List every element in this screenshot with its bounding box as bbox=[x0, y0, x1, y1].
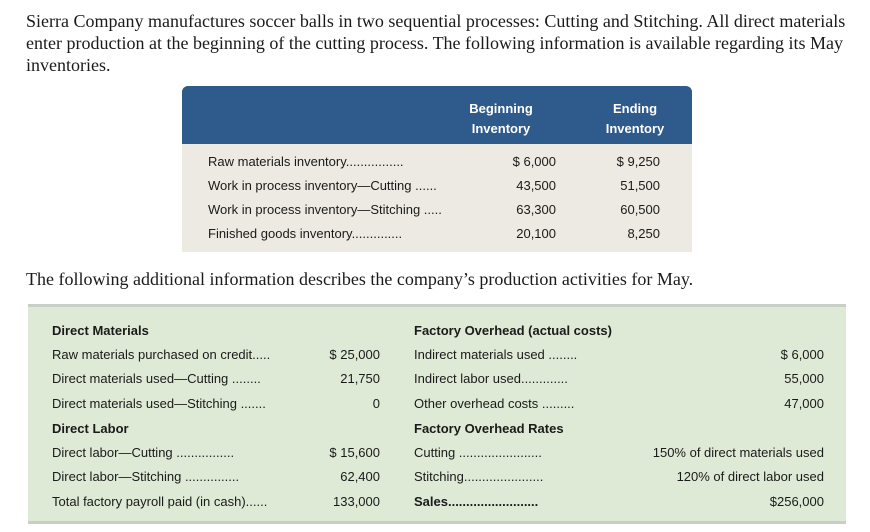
row-label: Work in process inventory—Cutting ...... bbox=[208, 178, 437, 193]
beginning-value: 20,100 bbox=[516, 226, 556, 241]
header-text: Inventory bbox=[471, 121, 531, 136]
row-label: Finished goods inventory.............. bbox=[208, 226, 403, 241]
inventory-table-header: Beginning Inventory Ending Inventory bbox=[182, 86, 692, 144]
row-value: 0 bbox=[372, 396, 380, 411]
section-heading-factory-overhead: Factory Overhead (actual costs) bbox=[414, 323, 612, 338]
inventory-table-body: Raw materials inventory................ … bbox=[182, 144, 692, 252]
row-label: Total factory payroll paid (in cash)....… bbox=[52, 494, 268, 509]
section-heading-direct-materials: Direct Materials bbox=[52, 323, 149, 338]
ending-value: 60,500 bbox=[620, 202, 660, 217]
beginning-inventory-header: Beginning Inventory bbox=[456, 99, 546, 139]
sales-label: Sales......................... bbox=[414, 494, 539, 509]
header-text: Beginning bbox=[469, 101, 533, 116]
sales-value: $256,000 bbox=[769, 494, 824, 509]
intro-paragraph: Sierra Company manufactures soccer balls… bbox=[26, 11, 846, 75]
row-value: 150% of direct materials used bbox=[652, 445, 824, 460]
ending-value: 8,250 bbox=[627, 226, 660, 241]
row-value: 62,400 bbox=[340, 469, 380, 484]
additional-info-paragraph: The following additional information des… bbox=[26, 269, 694, 289]
row-value: 55,000 bbox=[784, 371, 824, 386]
row-label: Raw materials purchased on credit..... bbox=[52, 347, 271, 362]
row-label: Raw materials inventory................ bbox=[208, 154, 404, 169]
table-row: Work in process inventory—Cutting ......… bbox=[182, 174, 692, 198]
row-label: Other overhead costs ......... bbox=[414, 396, 575, 411]
beginning-value: $ 6,000 bbox=[512, 154, 556, 169]
header-text: Ending bbox=[612, 101, 658, 116]
additional-info-table: Direct Materials Raw materials purchased… bbox=[28, 304, 846, 524]
section-heading-direct-labor: Direct Labor bbox=[52, 421, 129, 436]
header-text: Inventory bbox=[605, 121, 665, 136]
row-value: 120% of direct labor used bbox=[676, 469, 824, 484]
row-label: Direct materials used—Stitching ....... bbox=[52, 396, 266, 411]
row-value: $ 25,000 bbox=[329, 347, 380, 362]
row-label: Direct labor—Cutting ................ bbox=[52, 445, 235, 460]
ending-value: 51,500 bbox=[620, 178, 660, 193]
ending-value: $ 9,250 bbox=[616, 154, 660, 169]
table-row: Finished goods inventory.............. 2… bbox=[182, 222, 692, 246]
row-label: Indirect labor used............. bbox=[414, 371, 568, 386]
section-heading-overhead-rates: Factory Overhead Rates bbox=[414, 421, 564, 436]
row-label: Indirect materials used ........ bbox=[414, 347, 578, 362]
row-label: Work in process inventory—Stitching ....… bbox=[208, 202, 442, 217]
inventory-table: Beginning Inventory Ending Inventory Raw… bbox=[182, 86, 692, 252]
row-value: $ 15,600 bbox=[329, 445, 380, 460]
row-label: Direct labor—Stitching ............... bbox=[52, 469, 240, 484]
row-value: 21,750 bbox=[340, 371, 380, 386]
beginning-value: 43,500 bbox=[516, 178, 556, 193]
row-value: 47,000 bbox=[784, 396, 824, 411]
table-row: Raw materials inventory................ … bbox=[182, 150, 692, 174]
ending-inventory-header: Ending Inventory bbox=[590, 99, 680, 139]
row-label: Stitching...................... bbox=[414, 469, 544, 484]
row-label: Direct materials used—Cutting ........ bbox=[52, 371, 261, 386]
row-label: Cutting ....................... bbox=[414, 445, 542, 460]
row-value: 133,000 bbox=[333, 494, 380, 509]
beginning-value: 63,300 bbox=[516, 202, 556, 217]
table-row: Work in process inventory—Stitching ....… bbox=[182, 198, 692, 222]
row-value: $ 6,000 bbox=[780, 347, 824, 362]
